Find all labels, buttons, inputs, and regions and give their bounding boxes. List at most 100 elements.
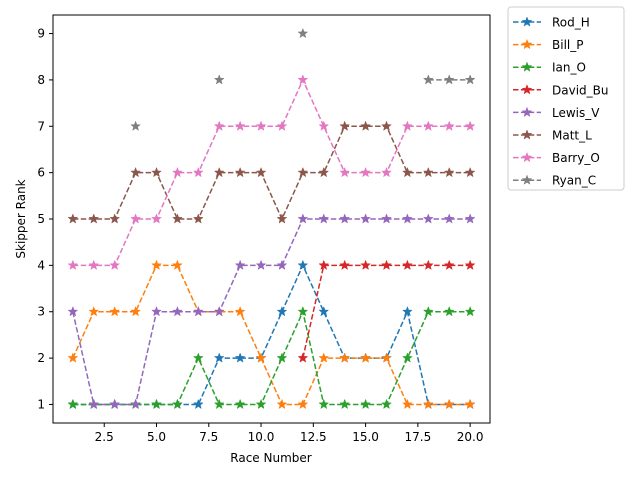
data-point-star-icon bbox=[213, 398, 225, 410]
legend-label: Bill_P bbox=[552, 38, 583, 52]
data-point-star-icon bbox=[67, 213, 79, 224]
data-point-star-icon bbox=[171, 213, 183, 224]
data-point-star-icon bbox=[255, 398, 267, 410]
data-point-star-icon bbox=[255, 120, 267, 131]
data-point-star-icon bbox=[67, 259, 79, 270]
data-point-star-icon bbox=[88, 398, 100, 410]
data-point-star-icon bbox=[67, 352, 79, 363]
data-point-star-icon bbox=[297, 352, 309, 363]
data-point-star-icon bbox=[339, 213, 351, 224]
legend-item: Barry_O bbox=[513, 151, 600, 165]
data-point-star-icon bbox=[276, 352, 288, 363]
series-ian-o bbox=[67, 306, 476, 410]
legend-item: Bill_P bbox=[513, 38, 583, 52]
data-point-star-icon bbox=[234, 398, 246, 410]
data-point-star-icon bbox=[360, 352, 372, 363]
legend-star-icon bbox=[521, 151, 533, 163]
data-point-star-icon bbox=[255, 166, 267, 178]
data-point-star-icon bbox=[130, 306, 142, 317]
data-point-star-icon bbox=[130, 166, 142, 178]
data-point-star-icon bbox=[297, 27, 309, 39]
data-point-star-icon bbox=[213, 120, 225, 131]
data-point-star-icon bbox=[360, 398, 372, 410]
data-point-star-icon bbox=[381, 398, 392, 410]
series-line bbox=[72, 263, 471, 406]
data-point-star-icon bbox=[318, 259, 330, 270]
legend-label: Matt_L bbox=[552, 129, 592, 143]
data-point-star-icon bbox=[401, 259, 413, 270]
data-point-star-icon bbox=[422, 306, 434, 317]
data-point-star-icon bbox=[381, 120, 392, 131]
data-point-star-icon bbox=[381, 213, 392, 224]
series-matt-l bbox=[67, 120, 476, 224]
data-point-star-icon bbox=[192, 352, 204, 363]
data-point-star-icon bbox=[360, 213, 372, 224]
data-point-star-icon bbox=[171, 166, 183, 178]
plot-area bbox=[67, 27, 476, 410]
x-tick-label: 12.5 bbox=[300, 430, 327, 444]
x-tick-label: 10.0 bbox=[248, 430, 275, 444]
x-tick-label: 2.5 bbox=[95, 430, 114, 444]
legend-item: Ian_O bbox=[513, 61, 586, 75]
legend-star-icon bbox=[521, 61, 533, 72]
data-point-star-icon bbox=[318, 398, 330, 410]
data-point-star-icon bbox=[339, 259, 351, 270]
data-point-star-icon bbox=[171, 306, 183, 317]
data-point-star-icon bbox=[297, 74, 309, 85]
legend-star-icon bbox=[521, 38, 533, 50]
data-point-star-icon bbox=[443, 259, 455, 270]
legend-star-icon bbox=[521, 129, 533, 140]
data-point-star-icon bbox=[464, 166, 476, 178]
legend-item: Matt_L bbox=[513, 129, 592, 143]
data-point-star-icon bbox=[360, 166, 372, 178]
series-line bbox=[302, 264, 471, 359]
data-point-star-icon bbox=[109, 398, 121, 410]
data-point-star-icon bbox=[130, 213, 142, 224]
data-point-star-icon bbox=[401, 352, 413, 363]
data-point-star-icon bbox=[318, 306, 330, 317]
data-point-star-icon bbox=[339, 352, 351, 363]
x-tick-label: 5.0 bbox=[147, 430, 166, 444]
legend-star-icon bbox=[521, 106, 533, 118]
data-point-star-icon bbox=[401, 120, 413, 131]
data-point-star-icon bbox=[422, 166, 434, 178]
series-ryan-c bbox=[130, 27, 476, 131]
data-point-star-icon bbox=[151, 398, 162, 410]
data-point-star-icon bbox=[443, 166, 455, 178]
series-barry-o bbox=[67, 74, 476, 270]
legend-label: Ian_O bbox=[552, 61, 586, 75]
data-point-star-icon bbox=[192, 398, 204, 410]
data-point-star-icon bbox=[443, 120, 455, 131]
legend-star-icon bbox=[521, 174, 533, 185]
data-point-star-icon bbox=[422, 259, 434, 270]
legend-label: Barry_O bbox=[552, 151, 600, 165]
data-point-star-icon bbox=[443, 213, 455, 224]
data-point-star-icon bbox=[88, 259, 100, 270]
data-point-star-icon bbox=[464, 120, 476, 131]
y-tick-label: 1 bbox=[37, 397, 45, 411]
data-point-star-icon bbox=[213, 306, 225, 317]
data-point-star-icon bbox=[318, 120, 330, 131]
data-point-star-icon bbox=[213, 74, 225, 85]
data-point-star-icon bbox=[381, 259, 392, 270]
data-point-star-icon bbox=[192, 306, 204, 317]
data-point-star-icon bbox=[171, 398, 183, 410]
data-point-star-icon bbox=[360, 259, 372, 270]
data-point-star-icon bbox=[213, 166, 225, 178]
data-point-star-icon bbox=[151, 166, 162, 178]
y-tick-label: 4 bbox=[37, 258, 45, 272]
plot-frame bbox=[52, 14, 491, 424]
data-point-star-icon bbox=[422, 398, 434, 410]
data-point-star-icon bbox=[192, 213, 204, 224]
data-point-star-icon bbox=[213, 352, 225, 363]
y-tick-label: 8 bbox=[37, 73, 45, 87]
data-point-star-icon bbox=[318, 213, 330, 224]
data-point-star-icon bbox=[297, 213, 309, 224]
y-tick-label: 5 bbox=[37, 212, 45, 226]
data-point-star-icon bbox=[297, 166, 309, 178]
data-point-star-icon bbox=[297, 259, 309, 270]
data-point-star-icon bbox=[130, 120, 142, 131]
data-point-star-icon bbox=[443, 306, 455, 317]
y-tick-label: 9 bbox=[37, 27, 45, 41]
